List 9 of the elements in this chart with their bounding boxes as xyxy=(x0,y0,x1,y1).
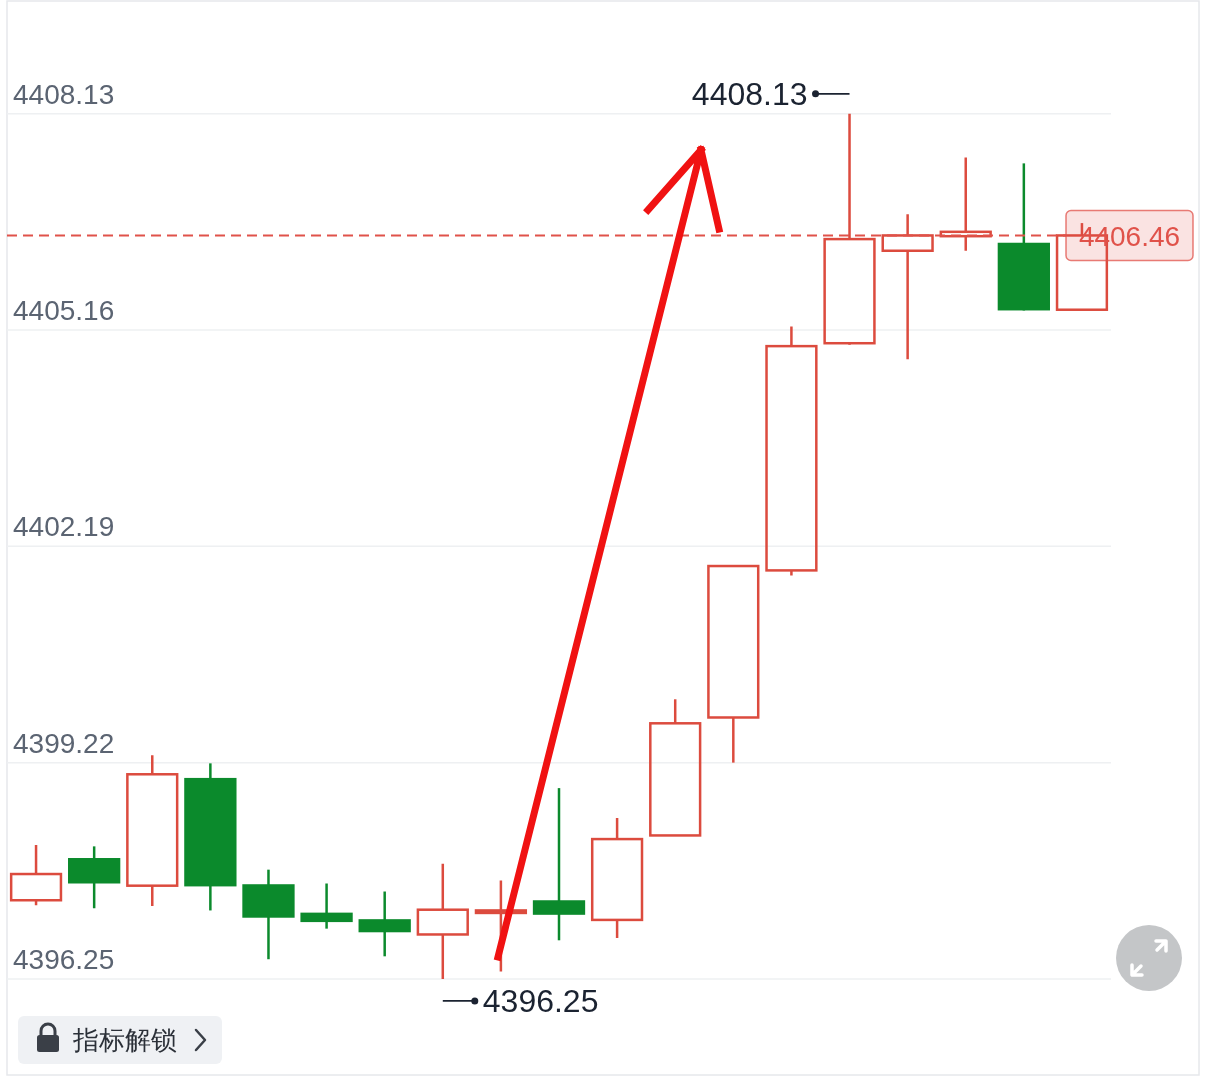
y-tick-label: 4402.19 xyxy=(13,511,115,543)
annotation: 指标解锁 xyxy=(72,1025,177,1056)
y-tick-label: 4399.22 xyxy=(13,727,115,759)
y-tick-label: 4408.13 xyxy=(13,78,115,110)
annotation: 4396.25 xyxy=(482,983,599,1020)
unlock-button: 指标解锁 xyxy=(18,1016,222,1064)
y-tick-label: 4396.25 xyxy=(13,943,115,975)
annotation: 4408.13 xyxy=(691,76,808,113)
y-tick-label: 4405.16 xyxy=(13,295,115,327)
